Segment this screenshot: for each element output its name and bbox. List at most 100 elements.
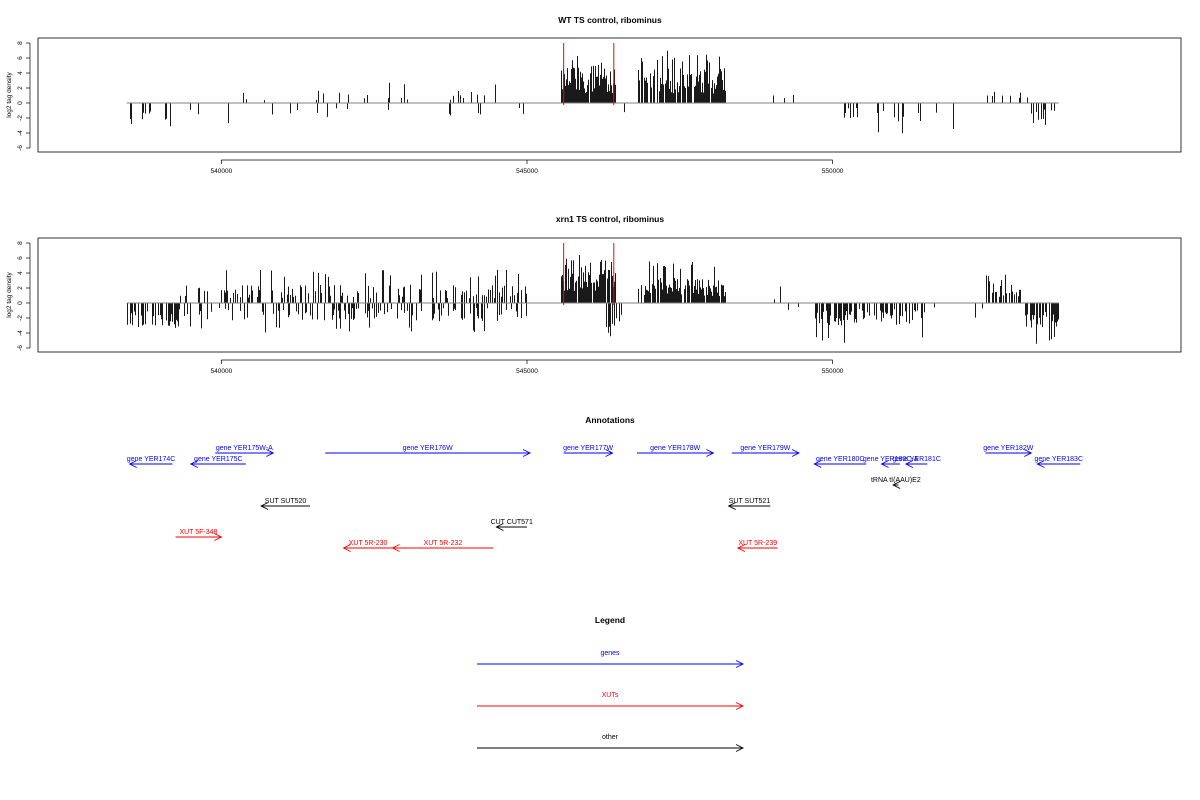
legend-arrow-head	[735, 744, 745, 752]
feature-label: XUT 5F-348	[179, 529, 217, 536]
feature-arrow-head	[266, 449, 275, 457]
xrn1-y-tick-label: 2	[17, 286, 24, 290]
xrn1-x-tick-label: 545000	[516, 368, 538, 375]
legend-arrow-head	[735, 660, 745, 668]
wt-y-tick-label: -2	[17, 115, 24, 121]
annotation-track: Annotations gene YER174C gene YER175Cgene…	[127, 415, 1083, 552]
feature-arrow-head	[342, 544, 351, 552]
wt-y-tick-label: 8	[17, 41, 24, 45]
annotations-title: Annotations	[585, 415, 635, 425]
annotation-features: gene YER174C gene YER175C gene YER175W-A ge…	[127, 445, 1083, 552]
legend-entry-xuts: XUTs	[477, 692, 745, 710]
xrn1-y-axis-label: log2 tag density	[6, 271, 13, 317]
feature-label: gene YER174C	[127, 456, 176, 463]
xrn1-y-tick-label: -4	[17, 330, 24, 336]
feature-label: XUT 5R-239	[738, 540, 777, 547]
wt-signal-bars	[130, 50, 1055, 134]
xrn1-y-axis: -6 -4 -2 0 2 4 6 8	[17, 241, 31, 351]
feature-label: gene YER181C	[892, 456, 941, 463]
xrn1-plot-frame	[37, 237, 1182, 353]
feature-label: CUT CUT571	[491, 519, 533, 526]
wt-y-tick-label: 4	[17, 71, 24, 75]
feature-label: SUT SUT520	[265, 498, 307, 505]
feature-label: gene YER175C	[194, 456, 243, 463]
wt-y-tick-label: 6	[17, 56, 24, 60]
feature-label: gene YER176W	[403, 445, 453, 452]
feature-gene-yer180c-a: gene YER180C-A	[863, 456, 919, 468]
feature-arrow-head	[791, 449, 800, 457]
feature-gene-yer178w: gene YER178W	[637, 445, 715, 457]
feature-xut-5r-232: XUT 5R-232	[391, 540, 494, 552]
feature-arrow-head	[189, 460, 199, 468]
feature-arrow-head	[727, 502, 736, 510]
feature-sut-sut520: SUT SUT520	[260, 498, 310, 510]
feature-xut-5f-348: XUT 5F-348	[175, 529, 223, 541]
feature-arrow-head	[1024, 449, 1033, 457]
feature-arrow-head	[391, 544, 400, 552]
feature-gene-yer181c: gene YER181C	[892, 456, 941, 468]
xrn1-x-tick-label: 550000	[822, 368, 844, 375]
feature-gene-yer182w: gene YER182W	[983, 445, 1034, 457]
feature-label: gene YER183C	[1034, 456, 1083, 463]
feature-gene-yer174c: gene YER174C	[127, 456, 176, 468]
feature-arrow-head	[706, 449, 715, 457]
feature-gene-yer179w: gene YER179W	[731, 445, 800, 457]
feature-arrow-head	[736, 544, 746, 552]
feature-arrow-head	[522, 449, 532, 457]
wt-y-tick-label: 0	[17, 101, 24, 105]
wt-x-tick-label: 550000	[822, 168, 844, 175]
feature-gene-yer183c: gene YER183C	[1034, 456, 1083, 468]
wt-panel-title: WT TS control, ribominus	[558, 15, 662, 25]
feature-gene-yer175c: gene YER175C	[189, 456, 246, 468]
xrn1-y-tick-label: 6	[17, 256, 24, 260]
feature-label: gene YER175W-A	[216, 445, 273, 452]
xrn1-y-tick-label: 8	[17, 241, 24, 245]
wt-y-axis: -6 -4 -2 0 2 4 6 8	[17, 41, 31, 151]
feature-arrow-head	[128, 460, 137, 468]
xrn1-highlight-lines	[563, 243, 615, 305]
wt-x-tick-label: 545000	[516, 168, 538, 175]
feature-sut-sut521: SUT SUT521	[727, 498, 771, 510]
feature-label: gene YER182W	[983, 445, 1033, 452]
feature-arrow-head	[1036, 460, 1045, 468]
feature-trna-ti-aau-e2: tRNA tI(AAU)E2	[871, 477, 921, 489]
xrn1-panel-title: xrn1 TS control, ribominus	[556, 214, 664, 224]
wt-density-panel: WT TS control, ribominus log2 tag densit…	[6, 15, 1182, 175]
wt-y-axis-label: log2 tag density	[6, 71, 13, 117]
feature-gene-yer176w: gene YER176W	[325, 445, 532, 457]
feature-label: SUT SUT521	[729, 498, 771, 505]
legend-label: XUTs	[602, 692, 619, 699]
legend: Legend genes XUTs other	[477, 615, 745, 752]
feature-label: gene YER180C-A	[863, 456, 919, 463]
feature-arrow-head	[214, 533, 223, 541]
legend-label: genes	[600, 650, 620, 657]
feature-xut-5r-239: XUT 5R-239	[736, 540, 778, 552]
feature-arrow-head	[605, 449, 614, 457]
feature-label: gene YER178W	[650, 445, 700, 452]
feature-label: gene YER177W	[563, 445, 613, 452]
xrn1-y-tick-label: 0	[17, 301, 24, 305]
feature-xut-5r-230: XUT 5R-230	[342, 540, 393, 552]
wt-x-tick-label: 540000	[211, 168, 233, 175]
feature-label: tRNA tI(AAU)E2	[871, 477, 921, 484]
legend-entry-genes: genes	[477, 650, 745, 668]
wt-plot-frame	[37, 37, 1182, 153]
feature-arrow-head	[813, 460, 822, 468]
xrn1-y-tick-label: -2	[17, 315, 24, 321]
wt-x-axis: 540000 545000 550000	[211, 159, 844, 175]
legend-title: Legend	[595, 615, 625, 625]
xrn1-x-tick-label: 540000	[211, 368, 233, 375]
feature-arrow-head	[892, 481, 901, 489]
feature-arrow-head	[260, 502, 269, 510]
feature-label: XUT 5R-232	[424, 540, 463, 547]
wt-y-tick-label: -4	[17, 130, 24, 136]
feature-label: gene YER180C	[816, 456, 865, 463]
feature-arrow-head	[495, 523, 504, 531]
legend-entry-other: other	[477, 734, 745, 752]
xrn1-y-tick-label: 4	[17, 271, 24, 275]
legend-entries: genes XUTs other	[477, 650, 745, 752]
feature-gene-yer175w-a: gene YER175W-A	[215, 445, 275, 457]
xrn1-density-panel: xrn1 TS control, ribominus log2 tag dens…	[6, 214, 1182, 375]
